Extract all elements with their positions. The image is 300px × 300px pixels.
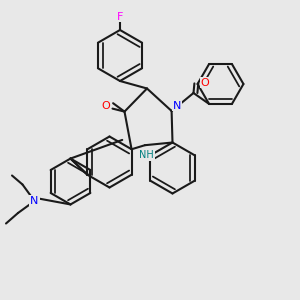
Text: N: N xyxy=(173,100,181,111)
Text: N: N xyxy=(30,196,39,206)
Text: O: O xyxy=(200,77,209,88)
Text: O: O xyxy=(101,101,110,111)
Text: F: F xyxy=(117,11,123,22)
Text: NH: NH xyxy=(139,150,154,160)
